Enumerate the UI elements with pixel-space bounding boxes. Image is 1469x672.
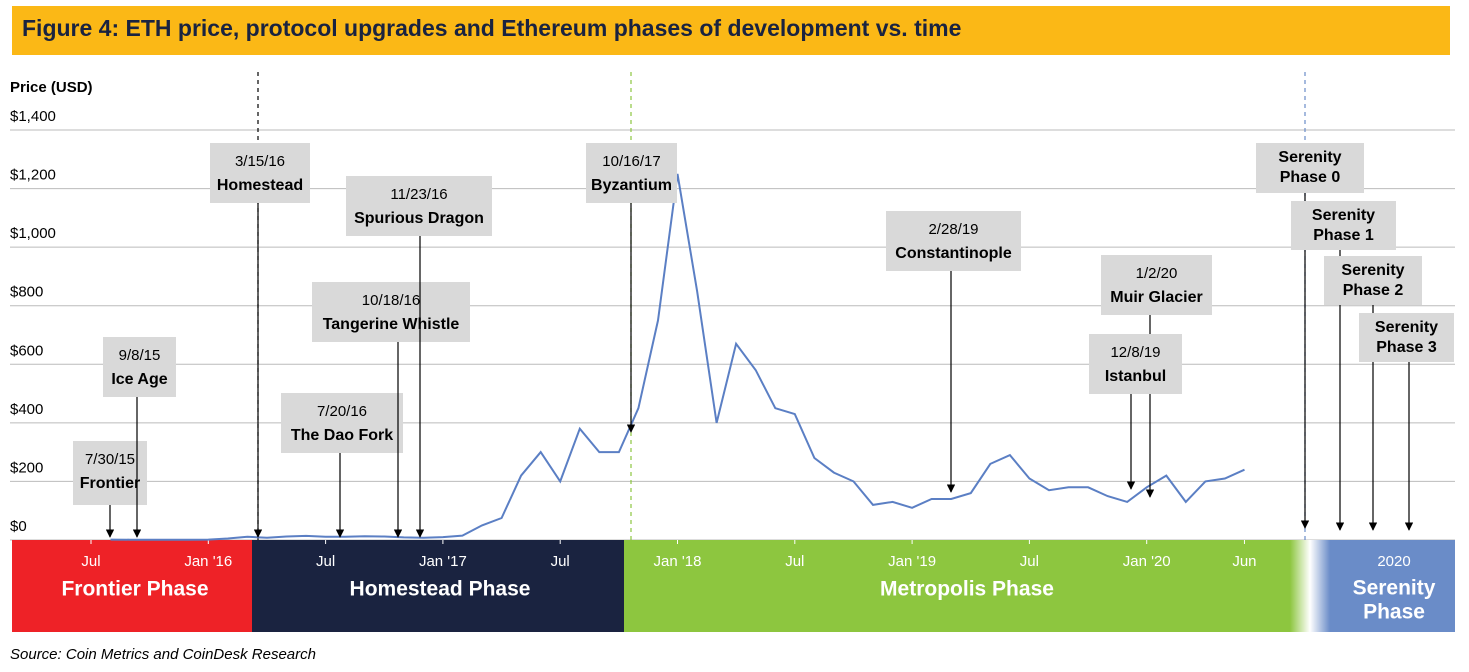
annotation-date: 7/20/16: [317, 403, 367, 420]
annotation-date: 9/8/15: [119, 347, 161, 364]
x-tick-label: Jan '17: [419, 553, 467, 570]
x-tick-label: Jul: [1020, 553, 1039, 570]
x-tick-label: Jun: [1232, 553, 1256, 570]
annotation-date: 10/16/17: [602, 153, 660, 170]
annotation-label: Istanbul: [1105, 368, 1166, 385]
y-tick-label: $1,400: [10, 108, 56, 125]
annotation-box: [312, 282, 470, 342]
annotation-box: [1256, 143, 1364, 193]
title-bar: [12, 6, 1450, 55]
phase-name: Metropolis Phase: [880, 578, 1054, 601]
annotation-box: [1324, 256, 1422, 305]
phase-name: Frontier Phase: [61, 578, 208, 601]
annotation-date: 10/18/16: [362, 292, 420, 309]
annotation-label: Constantinople: [895, 245, 1012, 262]
phase-name: Serenity: [1353, 577, 1436, 600]
annotation-label: Muir Glacier: [1110, 289, 1202, 306]
x-tick-label: Jan '19: [888, 553, 936, 570]
annotation-box: [1359, 313, 1454, 362]
annotation-box: [886, 211, 1021, 271]
annotation-date: 2/28/19: [928, 221, 978, 238]
phase-block: [252, 540, 624, 632]
annotation-label: Phase 3: [1376, 339, 1437, 356]
annotation-box: [346, 176, 492, 236]
annotation-date: 12/8/19: [1110, 344, 1160, 361]
annotation-date: 7/30/15: [85, 451, 135, 468]
x-tick-label: Jan '18: [654, 553, 702, 570]
y-tick-label: $1,000: [10, 225, 56, 242]
annotation-label: Serenity: [1312, 207, 1375, 224]
y-tick-label: $0: [10, 518, 27, 535]
y-tick-label: $1,200: [10, 167, 56, 184]
x-tick-label: Jul: [81, 553, 100, 570]
annotation-box: [210, 143, 310, 203]
annotation-label: Phase 2: [1343, 282, 1404, 299]
phase-fade: [1290, 540, 1330, 632]
annotation-box: [73, 441, 147, 505]
annotation-label: Phase 0: [1280, 169, 1341, 186]
price-line: [110, 173, 1245, 541]
annotation-box: [103, 337, 176, 397]
annotation-label: Phase 1: [1313, 227, 1374, 244]
annotation-box: [281, 393, 403, 453]
annotation-label: Byzantium: [591, 177, 672, 194]
annotation-box: [1089, 334, 1182, 394]
annotation-date: 11/23/16: [390, 186, 447, 203]
y-tick-label: $200: [10, 459, 43, 476]
y-tick-label: $400: [10, 401, 43, 418]
phase-block: [624, 540, 1290, 632]
annotation-box: [1291, 201, 1396, 250]
annotation-label: Serenity: [1375, 319, 1438, 336]
x-tick-label: Jul: [785, 553, 804, 570]
y-tick-label: $800: [10, 284, 43, 301]
chart-title: Figure 4: ETH price, protocol upgrades a…: [22, 15, 961, 41]
annotation-label: The Dao Fork: [291, 427, 393, 444]
phase-block: [12, 540, 252, 632]
annotation-box: [1101, 255, 1212, 315]
annotation-label: Ice Age: [111, 371, 167, 388]
x-tick-label: Jul: [316, 553, 335, 570]
y-tick-label: $600: [10, 342, 43, 359]
annotation-label: Tangerine Whistle: [323, 316, 460, 333]
phase-name: Homestead Phase: [350, 578, 531, 601]
x-tick-label: Jul: [551, 553, 570, 570]
phase-block: [1330, 540, 1455, 632]
x-tick-label: Jan '16: [184, 553, 232, 570]
annotation-date: 1/2/20: [1136, 265, 1178, 282]
phase-name: Phase: [1363, 601, 1425, 624]
annotation-label: Serenity: [1341, 262, 1404, 279]
source: Source: Coin Metrics and CoinDesk Resear…: [10, 646, 316, 663]
annotation-label: Serenity: [1278, 149, 1341, 166]
phase-period: 2020: [1377, 553, 1410, 570]
x-tick-label: Jan '20: [1123, 553, 1171, 570]
annotation-date: 3/15/16: [235, 153, 285, 170]
y-axis-label: Price (USD): [10, 79, 93, 96]
annotation-label: Spurious Dragon: [354, 210, 484, 227]
annotation-label: Homestead: [217, 177, 303, 194]
annotation-box: [586, 143, 677, 203]
annotation-label: Frontier: [80, 475, 140, 492]
